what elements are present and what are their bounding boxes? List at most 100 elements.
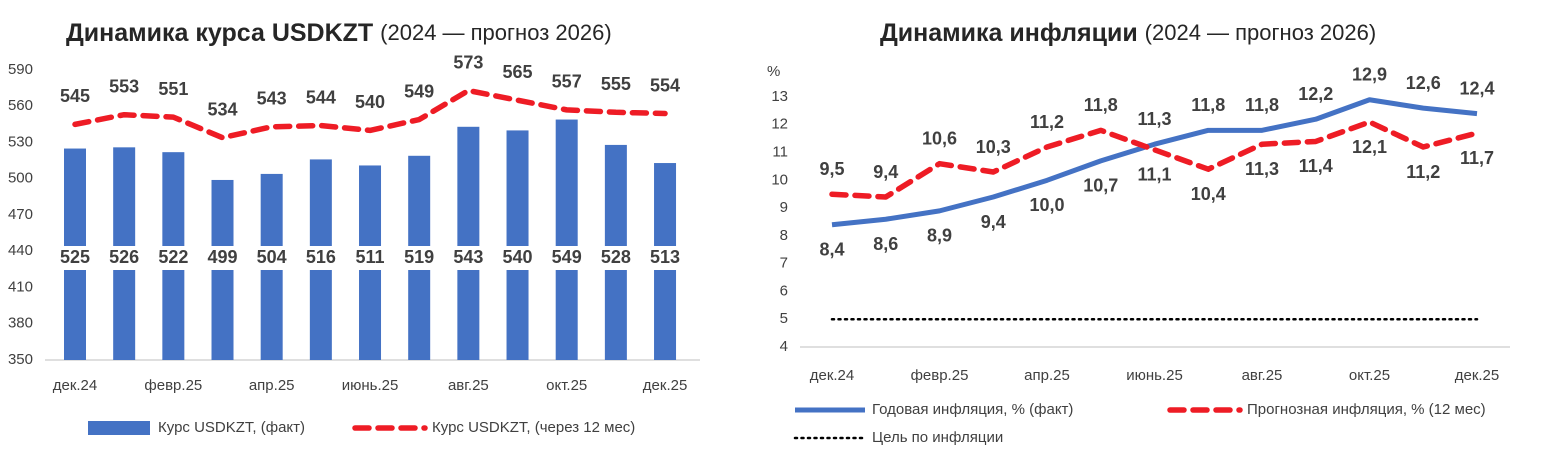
y-tick-label: 9: [780, 199, 788, 216]
y-tick-label: 12: [771, 116, 788, 133]
data-label: 551: [158, 79, 188, 99]
legend-label: Курс USDKZT, (факт): [158, 419, 305, 436]
data-label: 12,9: [1352, 65, 1387, 85]
data-label: 540: [355, 92, 385, 112]
data-label: 12,2: [1298, 84, 1333, 104]
y-tick-label: 5: [780, 310, 788, 327]
line: [831, 97, 1478, 228]
data-label: 11,8: [1191, 95, 1225, 115]
x-tick-label: февр.25: [911, 367, 969, 384]
y-tick-label: 590: [8, 61, 33, 78]
chart-title: Динамика инфляции (2024 — прогноз 2026): [880, 19, 1376, 47]
label-bg: [498, 246, 537, 270]
x-tick-label: дек.24: [53, 377, 98, 394]
label-bg: [105, 246, 144, 270]
data-label: 11,8: [1084, 95, 1118, 115]
x-tick-label: авг.25: [1242, 367, 1283, 384]
bar: [457, 126, 480, 361]
data-label: 549: [404, 81, 434, 101]
x-tick-label: окт.25: [1349, 367, 1390, 384]
data-label: 504: [257, 247, 287, 267]
y-tick-label: 530: [8, 133, 33, 150]
data-label: 10,7: [1083, 176, 1118, 196]
y-tick-label: 380: [8, 315, 33, 332]
data-label: 11,3: [1137, 109, 1171, 129]
x-tick-label: апр.25: [1024, 367, 1070, 384]
data-label: 545: [60, 86, 90, 106]
x-tick-label: дек.24: [810, 367, 855, 384]
data-label: 11,4: [1299, 156, 1333, 176]
label-bg: [301, 246, 340, 270]
legend-label: Курс USDKZT, (через 12 мес): [432, 419, 635, 436]
label-bg: [351, 246, 390, 270]
line: [829, 119, 1480, 200]
data-label: 9,4: [981, 212, 1006, 232]
data-label: 12,4: [1459, 78, 1494, 98]
subtitle: (2024 — прогноз 2026): [1145, 20, 1377, 45]
data-label: 11,2: [1030, 112, 1064, 132]
x-tick-label: апр.25: [249, 377, 295, 394]
data-label: 11,7: [1460, 148, 1494, 168]
label-bg: [56, 246, 94, 270]
title: Динамика курса USDKZT: [66, 19, 373, 47]
data-label: 8,6: [873, 234, 898, 254]
data-label: 499: [207, 247, 237, 267]
data-label: 10,4: [1191, 184, 1226, 204]
y-tick-label: 11: [772, 144, 788, 161]
data-label: 516: [306, 247, 336, 267]
title: Динамика инфляции: [880, 19, 1138, 47]
x-tick-label: окт.25: [546, 377, 587, 394]
data-label: 9,4: [873, 162, 898, 182]
y-tick-label: 410: [8, 278, 33, 295]
x-tick-label: дек.25: [643, 377, 688, 394]
y-tick-label: 6: [780, 282, 788, 299]
data-label: 12,6: [1406, 73, 1441, 93]
data-label: 12,1: [1352, 137, 1387, 157]
data-label: 553: [109, 76, 139, 96]
y-tick-label: 8: [780, 227, 788, 244]
chart-title: Динамика курса USDKZT (2024 — прогноз 20…: [66, 19, 612, 47]
data-label: 10,0: [1029, 195, 1064, 215]
data-label: 544: [306, 87, 336, 107]
y-axis-label: %: [767, 63, 780, 80]
data-label: 11,8: [1245, 95, 1279, 115]
data-label: 11,1: [1137, 165, 1171, 185]
y-tick-label: 13: [771, 88, 788, 105]
y-tick-label: 500: [8, 170, 33, 187]
data-label: 513: [650, 247, 680, 267]
data-label: 540: [503, 247, 533, 267]
data-label: 519: [404, 247, 434, 267]
legend-label: Прогнозная инфляция, % (12 мес): [1247, 401, 1486, 418]
data-label: 549: [552, 247, 582, 267]
label-bg: [400, 246, 439, 270]
y-tick-label: 350: [8, 351, 33, 368]
data-label: 522: [158, 247, 188, 267]
data-label: 526: [109, 247, 139, 267]
label-bg: [449, 246, 488, 270]
label-bg: [596, 246, 635, 270]
line: [72, 87, 668, 141]
label-bg: [547, 246, 586, 270]
legend-label: Цель по инфляции: [872, 429, 1003, 446]
x-tick-label: февр.25: [144, 377, 202, 394]
data-label: 10,6: [922, 128, 957, 148]
data-label: 534: [207, 99, 237, 119]
data-label: 11,3: [1245, 159, 1279, 179]
data-label: 525: [60, 247, 90, 267]
y-tick-label: 560: [8, 97, 33, 114]
data-label: 543: [453, 247, 483, 267]
label-bg: [203, 246, 242, 270]
data-label: 565: [503, 62, 533, 82]
x-tick-label: июнь.25: [342, 377, 399, 394]
data-label: 10,3: [976, 137, 1011, 157]
data-label: 511: [355, 247, 384, 267]
data-label: 555: [601, 74, 631, 94]
legend-label: Годовая инфляция, % (факт): [872, 401, 1073, 418]
y-tick-label: 440: [8, 242, 33, 259]
data-label: 573: [453, 52, 483, 72]
label-bg: [646, 246, 685, 270]
label-bg: [252, 246, 291, 270]
data-label: 8,9: [927, 226, 952, 246]
data-label: 9,5: [819, 159, 844, 179]
